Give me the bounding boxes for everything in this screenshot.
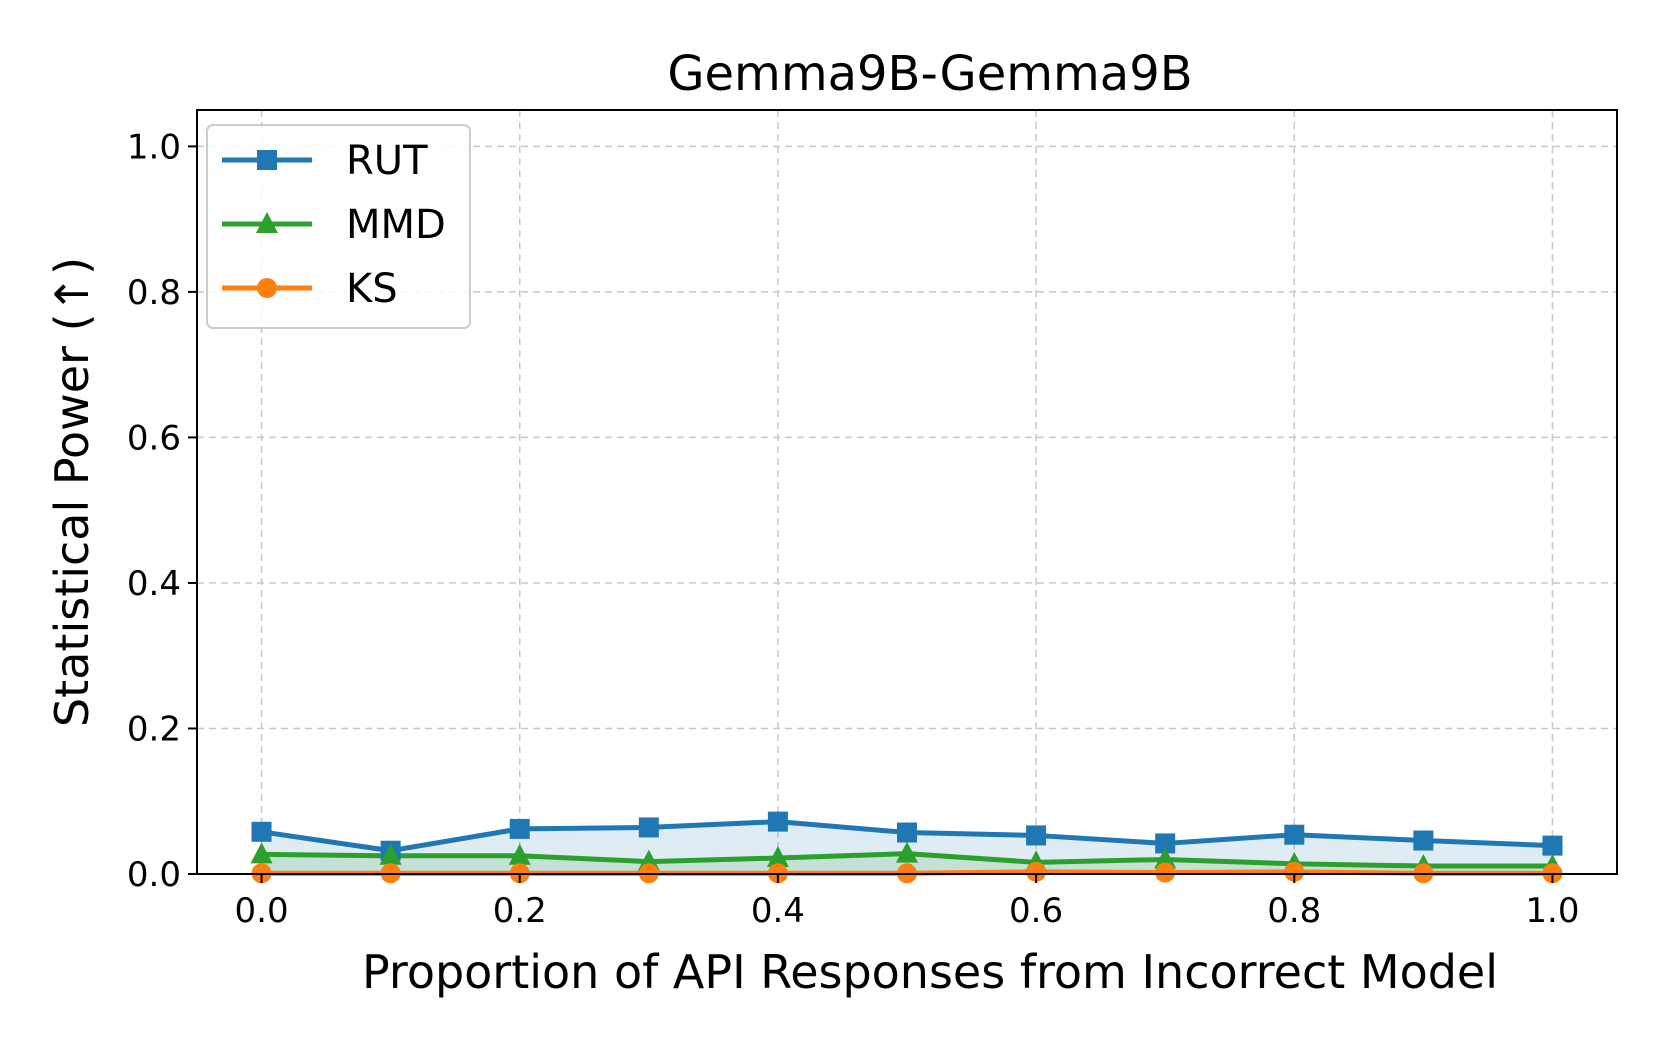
mmd-point [508,843,531,865]
y-tick-label: 1.0 [127,127,181,167]
y-tick-label: 0.8 [127,273,181,313]
plot-frame [196,109,1618,875]
rut-point [1026,825,1047,846]
legend-label-mmd: MMD [346,202,446,248]
y-tick-label: 0.0 [127,855,181,895]
rut-point [1284,824,1305,845]
rut-point [767,811,788,832]
rut-point [897,822,917,843]
legend-label-rut: RUT [346,138,428,184]
mmd-point [766,845,789,867]
legend-box [206,124,471,329]
mmd-point [250,842,273,864]
ks-point [1284,861,1305,882]
legend: RUT MMD KS [206,124,471,329]
chart-title: Gemma9B-Gemma9B [667,46,1192,102]
y-tick-label: 0.6 [127,418,181,458]
x-tick-label: 0.8 [1267,891,1321,931]
y-tick-label: 0.4 [127,564,181,604]
legend-label-ks: KS [346,266,398,312]
ks-point [1026,861,1047,882]
x-tick-label: 0.2 [493,891,547,931]
x-axis-label: Proportion of API Responses from Incorre… [362,945,1498,999]
y-axis-label: Statistical Power (↑) [45,257,99,727]
rut-point [509,818,530,839]
axis-ticks: 0.0 0.2 0.4 0.6 0.8 1.0 0.0 0.2 0.4 0.6 0.8 1.0 [127,127,1580,931]
rut-point [1542,835,1563,856]
mmd-point [379,843,402,865]
x-tick-label: 0.0 [235,891,289,931]
rut-point [638,817,659,838]
x-tick-label: 0.4 [751,891,805,931]
x-tick-label: 0.6 [1009,891,1063,931]
mmd-point [896,841,918,863]
mmd-point [1154,847,1177,869]
legend-marker-mmd [256,212,278,233]
ks-point [1155,862,1176,883]
y-tick-label: 0.2 [127,709,181,749]
rut-point [1413,830,1434,851]
legend-marker-ks [257,278,277,298]
rut-point [1155,833,1176,854]
legend-marker-rut [257,150,277,170]
rut-point [251,821,272,842]
x-tick-label: 1.0 [1525,891,1579,931]
